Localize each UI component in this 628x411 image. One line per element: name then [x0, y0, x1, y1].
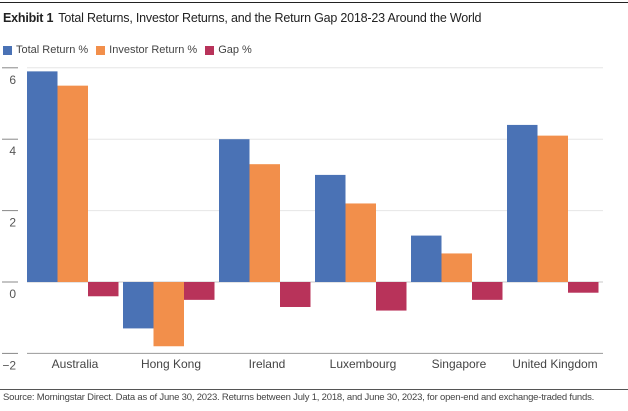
bar-investor-return-australia: [57, 85, 88, 283]
x-tick-label: Ireland: [249, 357, 286, 371]
legend-label: Investor Return %: [109, 44, 198, 56]
top-rule: [0, 2, 628, 3]
legend-item-total-return: Total Return %: [3, 44, 88, 56]
y-tick-label: 2: [9, 216, 16, 230]
bar-gap-luxembourg: [376, 282, 407, 311]
y-tick-label: 4: [9, 144, 16, 158]
bar-total-return-singapore: [411, 235, 442, 282]
bar-investor-return-luxembourg: [345, 203, 376, 282]
bar-total-return-united-kingdom: [507, 124, 538, 282]
x-tick-label: Hong Kong: [141, 357, 201, 371]
legend-swatch: [3, 45, 12, 55]
bar-gap-ireland: [280, 282, 311, 307]
legend: Total Return % Investor Return % Gap %: [3, 44, 252, 56]
bar-total-return-australia: [27, 71, 58, 283]
y-tick-label: −2: [2, 358, 16, 372]
y-tick-label: 6: [9, 73, 16, 87]
legend-label: Gap %: [218, 44, 252, 56]
x-tick-label: Australia: [52, 357, 99, 371]
bar-gap-hong-kong: [184, 282, 215, 300]
source-rule: [0, 389, 628, 390]
bar-gap-united-kingdom: [568, 282, 599, 293]
y-tick-label: 0: [9, 287, 16, 301]
legend-item-investor-return: Investor Return %: [96, 44, 197, 56]
x-tick-label: Singapore: [432, 357, 487, 371]
chart-title: Exhibit 1 Total Returns, Investor Returns…: [3, 11, 482, 25]
legend-swatch: [205, 45, 215, 55]
x-tick-label: Luxembourg: [330, 357, 397, 371]
x-tick-label: United Kingdom: [512, 357, 597, 371]
legend-swatch: [96, 45, 106, 55]
title-text: Total Returns, Investor Returns, and the…: [58, 11, 482, 25]
bar-total-return-hong-kong: [123, 282, 154, 329]
legend-item-gap: Gap %: [205, 44, 252, 56]
bar-investor-return-united-kingdom: [537, 135, 568, 282]
bar-investor-return-hong-kong: [153, 282, 184, 347]
exhibit-label: Exhibit 1: [3, 11, 54, 25]
bar-gap-singapore: [472, 282, 503, 300]
legend-label: Total Return %: [16, 44, 89, 56]
bar-investor-return-singapore: [441, 253, 472, 282]
bar-gap-australia: [88, 282, 119, 297]
source-note: Source: Morningstar Direct. Data as of J…: [3, 392, 595, 403]
bar-total-return-ireland: [219, 139, 250, 282]
bar-total-return-luxembourg: [315, 174, 346, 282]
bar-investor-return-ireland: [249, 164, 280, 282]
